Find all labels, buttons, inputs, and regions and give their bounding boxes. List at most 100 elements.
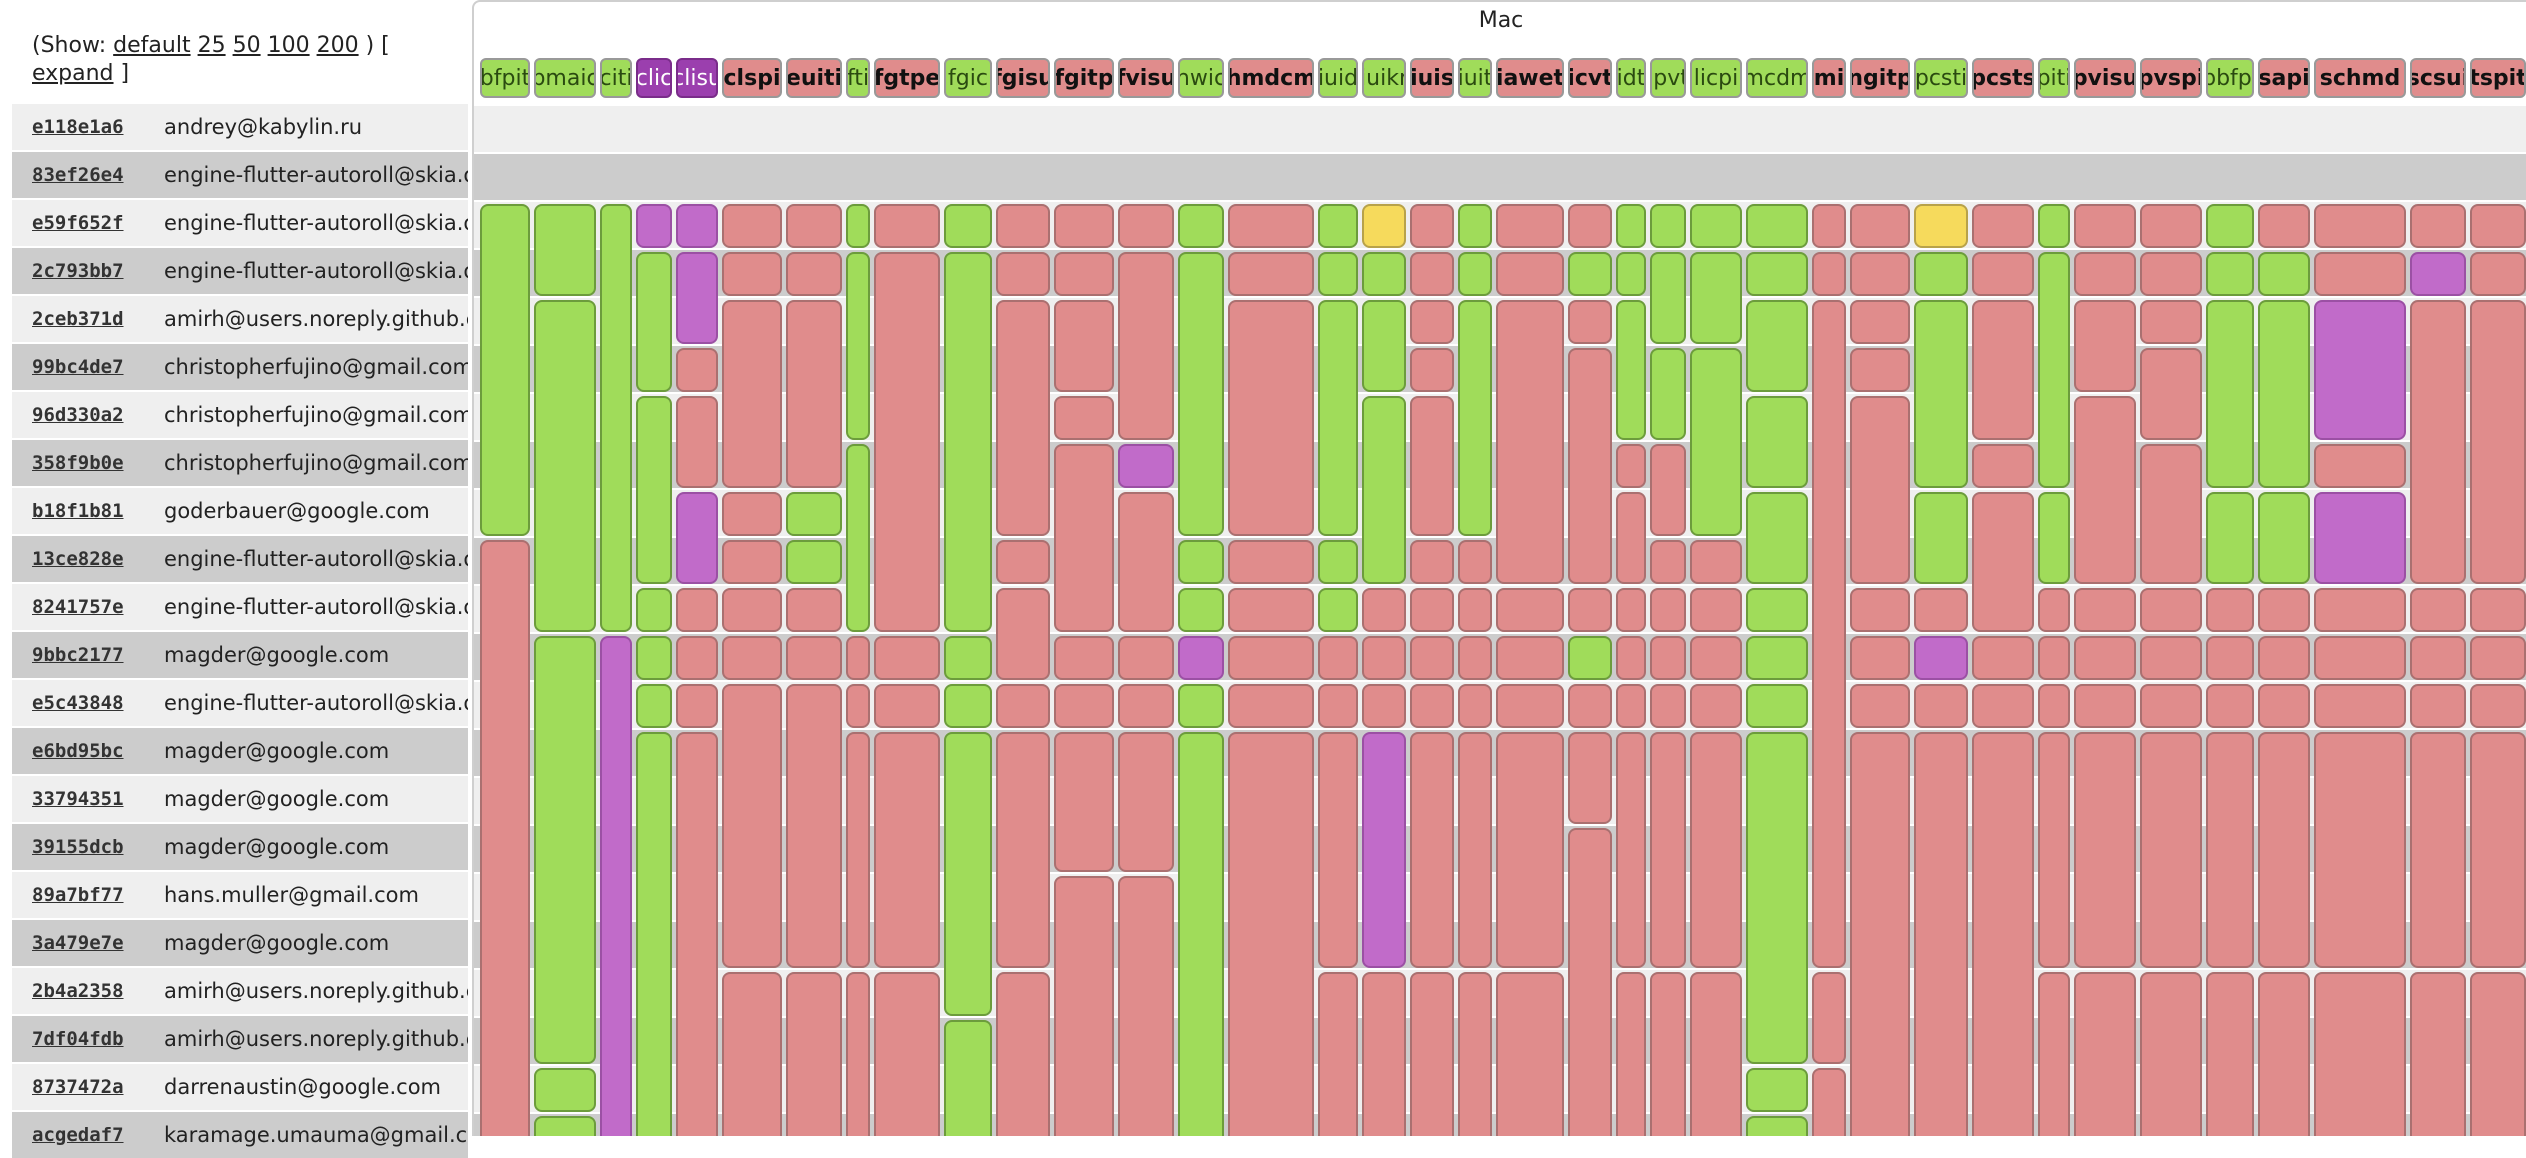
builder-header-sapi[interactable]: sapi: [2258, 58, 2310, 98]
build-cell[interactable]: [2470, 252, 2526, 296]
build-cell[interactable]: [1410, 636, 1454, 680]
build-cell[interactable]: [722, 204, 782, 248]
builder-header-pbfpi[interactable]: pbfpi: [2206, 58, 2254, 98]
build-cell[interactable]: [1746, 204, 1808, 248]
build-cell[interactable]: [2470, 204, 2526, 248]
build-cell[interactable]: [1914, 636, 1968, 680]
build-cell[interactable]: [1410, 300, 1454, 344]
build-cell[interactable]: [1616, 492, 1646, 584]
build-cell[interactable]: [1650, 252, 1686, 344]
build-cell[interactable]: [1746, 300, 1808, 392]
build-cell[interactable]: [786, 300, 842, 488]
build-cell[interactable]: [944, 684, 992, 728]
build-cell[interactable]: [944, 636, 992, 680]
build-cell[interactable]: [1972, 444, 2034, 488]
build-cell[interactable]: [1054, 444, 1114, 632]
build-cell[interactable]: [786, 588, 842, 632]
build-cell[interactable]: [1812, 300, 1846, 968]
build-cell[interactable]: [1972, 204, 2034, 248]
builder-header-piti[interactable]: piti: [2038, 58, 2070, 98]
show-200-link[interactable]: 200: [316, 33, 359, 58]
build-cell[interactable]: [2140, 444, 2202, 584]
build-cell[interactable]: [1746, 252, 1808, 296]
build-cell[interactable]: [1972, 492, 2034, 632]
build-cell[interactable]: [534, 1116, 596, 1136]
build-cell[interactable]: [1650, 972, 1686, 1136]
build-cell[interactable]: [480, 204, 530, 536]
build-cell[interactable]: [2074, 684, 2136, 728]
build-cell[interactable]: [1362, 300, 1406, 392]
build-cell[interactable]: [1118, 684, 1174, 728]
build-cell[interactable]: [2258, 732, 2310, 968]
build-cell[interactable]: [1178, 540, 1224, 584]
build-cell[interactable]: [1690, 540, 1742, 584]
commit-sha-link[interactable]: acgedaf7: [32, 1124, 124, 1146]
build-cell[interactable]: [2410, 636, 2466, 680]
build-cell[interactable]: [846, 444, 870, 632]
commit-sha-link[interactable]: 13ce828e: [32, 548, 124, 570]
build-cell[interactable]: [846, 684, 870, 728]
build-cell[interactable]: [1914, 252, 1968, 296]
commit-sha-link[interactable]: 83ef26e4: [32, 164, 124, 186]
build-cell[interactable]: [2258, 252, 2310, 296]
build-cell[interactable]: [1568, 252, 1612, 296]
build-cell[interactable]: [1650, 444, 1686, 536]
build-cell[interactable]: [2258, 300, 2310, 488]
builder-header-schmd[interactable]: schmd: [2314, 58, 2406, 98]
build-cell[interactable]: [2410, 300, 2466, 584]
build-cell[interactable]: [2314, 204, 2406, 248]
build-cell[interactable]: [676, 588, 718, 632]
build-cell[interactable]: [480, 540, 530, 1136]
build-cell[interactable]: [2074, 588, 2136, 632]
build-cell[interactable]: [1228, 300, 1314, 536]
build-cell[interactable]: [874, 684, 940, 728]
build-cell[interactable]: [996, 252, 1050, 296]
commit-sha-link[interactable]: 3a479e7e: [32, 932, 124, 954]
commit-sha-link[interactable]: 9bbc2177: [32, 644, 124, 666]
build-cell[interactable]: [874, 204, 940, 248]
build-cell[interactable]: [1972, 636, 2034, 680]
build-cell[interactable]: [2206, 492, 2254, 584]
build-cell[interactable]: [1690, 204, 1742, 248]
build-cell[interactable]: [846, 732, 870, 968]
build-cell[interactable]: [2206, 684, 2254, 728]
build-cell[interactable]: [1568, 348, 1612, 584]
build-cell[interactable]: [786, 636, 842, 680]
build-cell[interactable]: [2140, 300, 2202, 344]
commit-sha-link[interactable]: 99bc4de7: [32, 356, 124, 378]
build-cell[interactable]: [1746, 492, 1808, 584]
build-cell[interactable]: [676, 492, 718, 584]
build-cell[interactable]: [722, 972, 782, 1136]
build-cell[interactable]: [1318, 204, 1358, 248]
build-cell[interactable]: [786, 204, 842, 248]
build-cell[interactable]: [846, 204, 870, 248]
show-100-link[interactable]: 100: [267, 33, 310, 58]
build-cell[interactable]: [1410, 732, 1454, 968]
build-cell[interactable]: [874, 732, 940, 968]
builder-header-mcdm[interactable]: mcdm: [1746, 58, 1808, 98]
build-cell[interactable]: [1118, 492, 1174, 632]
commit-sha-link[interactable]: 8241757e: [32, 596, 124, 618]
build-cell[interactable]: [786, 684, 842, 968]
build-cell[interactable]: [1318, 684, 1358, 728]
build-cell[interactable]: [1362, 972, 1406, 1136]
build-cell[interactable]: [1054, 252, 1114, 296]
build-cell[interactable]: [636, 684, 672, 728]
build-cell[interactable]: [1914, 588, 1968, 632]
build-cell[interactable]: [2314, 444, 2406, 488]
build-cell[interactable]: [2140, 684, 2202, 728]
build-cell[interactable]: [2074, 972, 2136, 1136]
build-cell[interactable]: [636, 732, 672, 1136]
build-cell[interactable]: [2206, 300, 2254, 488]
build-cell[interactable]: [944, 252, 992, 632]
build-cell[interactable]: [1914, 684, 1968, 728]
build-cell[interactable]: [1410, 348, 1454, 392]
build-cell[interactable]: [2314, 492, 2406, 584]
build-cell[interactable]: [996, 684, 1050, 728]
build-cell[interactable]: [2140, 588, 2202, 632]
builder-header-idt[interactable]: idt: [1616, 58, 1646, 98]
build-cell[interactable]: [1746, 1068, 1808, 1112]
build-cell[interactable]: [1746, 1116, 1808, 1136]
build-cell[interactable]: [1458, 300, 1492, 536]
build-cell[interactable]: [2206, 204, 2254, 248]
